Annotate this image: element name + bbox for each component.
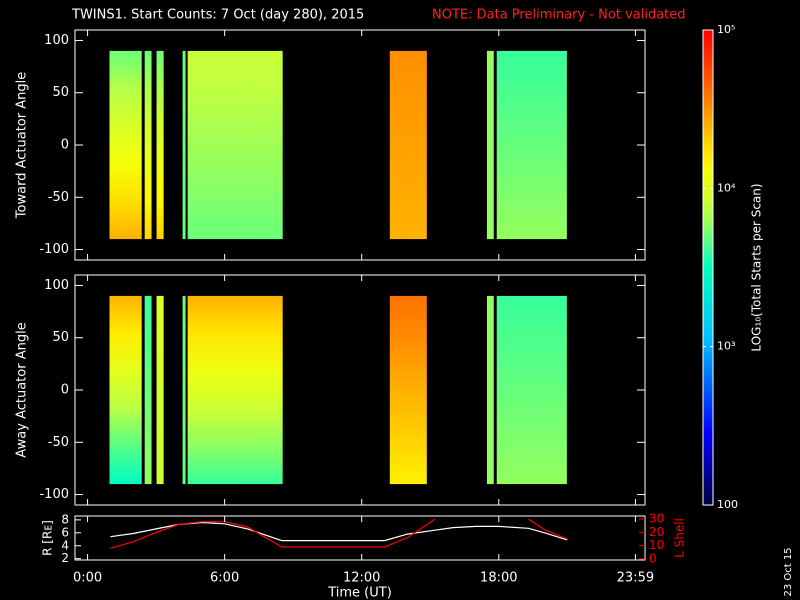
spectrogram-block bbox=[486, 50, 494, 240]
x-tick-label: 0:00 bbox=[73, 571, 102, 586]
spectrogram-block bbox=[496, 295, 567, 485]
spectrogram-block bbox=[156, 295, 164, 485]
colorbar-tick-label: 10³ bbox=[717, 340, 735, 353]
y2-axis-label: L Shell bbox=[673, 518, 687, 558]
y-tick-label: 2 bbox=[61, 551, 69, 565]
spectrogram-block bbox=[389, 295, 427, 485]
colorbar-label: LOG₁₀(Total Starts per Scan) bbox=[750, 183, 764, 351]
spectrogram-block bbox=[496, 50, 567, 240]
spectrogram-block bbox=[389, 50, 427, 240]
y2-tick-label: 0 bbox=[649, 551, 657, 565]
y-tick-label: 0 bbox=[61, 138, 69, 153]
spectrogram-block bbox=[109, 50, 142, 240]
colorbar-tick-label: 100 bbox=[717, 498, 738, 511]
spectrogram-block bbox=[156, 50, 164, 240]
y-tick-label: -100 bbox=[39, 487, 69, 502]
y-tick-label: -100 bbox=[39, 242, 69, 257]
chart-title: TWINS1. Start Counts: 7 Oct (day 280), 2… bbox=[71, 8, 364, 23]
y-tick-label: 4 bbox=[61, 538, 69, 552]
y-tick-label: 100 bbox=[44, 278, 69, 293]
y-axis-label: R [Rᴇ] bbox=[41, 520, 55, 556]
date-stamp: 23 Oct 15 bbox=[783, 547, 794, 596]
spectrogram-block bbox=[486, 295, 494, 485]
y-tick-label: 8 bbox=[61, 512, 69, 526]
x-tick-label: 6:00 bbox=[210, 571, 239, 586]
y-axis-label: Toward Actuator Angle bbox=[15, 72, 30, 219]
y-tick-label: 50 bbox=[52, 330, 69, 345]
x-tick-label: 23:59 bbox=[617, 571, 654, 586]
y-tick-label: 100 bbox=[44, 33, 69, 48]
x-axis-label: Time (UT) bbox=[327, 586, 392, 600]
y-axis-label: Away Actuator Angle bbox=[15, 322, 30, 457]
data-line bbox=[110, 518, 568, 549]
y2-tick-label: 20 bbox=[649, 525, 664, 539]
colorbar-tick-label: 10⁵ bbox=[717, 23, 735, 36]
spectrogram-block bbox=[109, 295, 142, 485]
y2-tick-label: 10 bbox=[649, 538, 664, 552]
y-tick-label: 0 bbox=[61, 383, 69, 398]
note: NOTE: Data Preliminary - Not validated bbox=[432, 8, 686, 23]
spectrogram-block bbox=[182, 295, 186, 485]
spectrogram-block bbox=[144, 295, 152, 485]
x-tick-label: 18:00 bbox=[480, 571, 517, 586]
x-tick-label: 12:00 bbox=[343, 571, 380, 586]
data-line bbox=[110, 521, 568, 542]
spectrogram-block bbox=[187, 50, 283, 240]
y-tick-label: 6 bbox=[61, 525, 69, 539]
spectrogram-block bbox=[187, 295, 283, 485]
spectrogram-block bbox=[182, 50, 186, 240]
plot-frame bbox=[74, 515, 646, 561]
spectrogram-block bbox=[144, 50, 152, 240]
y-tick-label: 50 bbox=[52, 85, 69, 100]
y2-tick-label: 30 bbox=[649, 512, 664, 526]
y-tick-label: -50 bbox=[48, 435, 69, 450]
colorbar-tick-label: 10⁴ bbox=[717, 181, 736, 194]
y-tick-label: -50 bbox=[48, 190, 69, 205]
colorbar bbox=[702, 29, 714, 506]
